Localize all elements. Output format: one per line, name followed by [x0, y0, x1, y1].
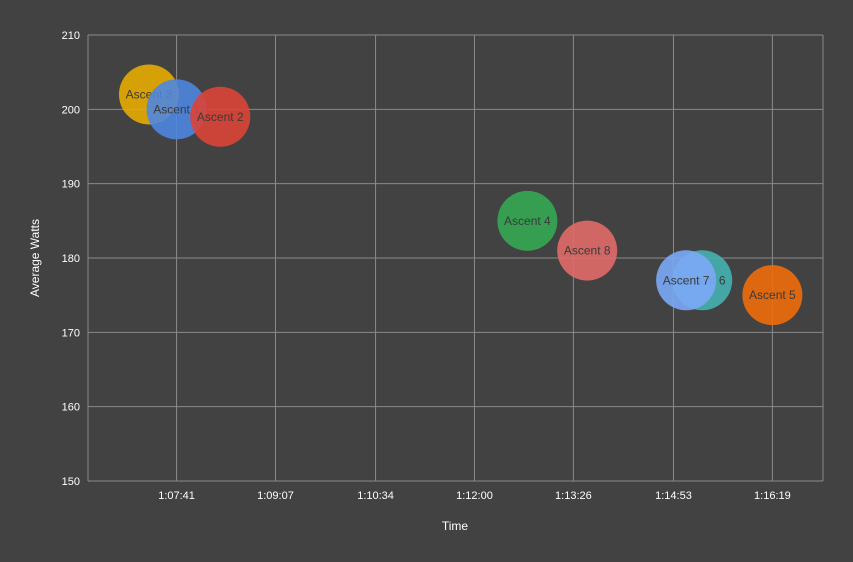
bubble-mark[interactable] [557, 220, 618, 281]
y-tick-label: 210 [62, 30, 80, 42]
y-tick-label: 200 [62, 104, 80, 116]
x-tick-label: 1:07:41 [158, 490, 195, 502]
y-tick-label: 190 [62, 179, 80, 191]
bubble-mark[interactable] [497, 190, 558, 251]
y-axis-title: Average Watts [28, 219, 42, 297]
bubble-point[interactable]: Ascent 5 [742, 265, 803, 326]
x-axis-title: Time [442, 519, 469, 533]
bubble-mark[interactable] [742, 265, 803, 326]
y-tick-label: 180 [62, 253, 80, 265]
bubble-label: Ascent 4 [504, 214, 551, 228]
bubble-mark[interactable] [656, 250, 717, 311]
x-tick-label: 1:13:26 [555, 490, 592, 502]
y-tick-label: 160 [62, 402, 80, 414]
y-tick-label: 170 [62, 327, 80, 339]
bubble-point[interactable]: Ascent 4 [497, 190, 558, 251]
bubble-label: Ascent 8 [564, 244, 611, 258]
x-tick-label: 1:09:07 [257, 490, 294, 502]
bubble-label: Ascent 7 [663, 273, 710, 287]
x-axis-tick-labels: 1:07:41 1:09:07 1:10:34 1:12:00 1:13:26 1:14:… [158, 490, 791, 502]
x-tick-label: 1:12:00 [456, 490, 493, 502]
y-axis-tick-labels: 150 160 170 180 190 200 210 [62, 30, 80, 488]
x-tick-label: 1:16:19 [754, 490, 791, 502]
bubble-label: Ascent 1 [153, 102, 200, 116]
bubble-point[interactable]: Ascent 7 [656, 250, 717, 311]
x-tick-label: 1:10:34 [357, 490, 394, 502]
bubble-point[interactable]: Ascent 2 [190, 86, 251, 147]
bubble-mark[interactable] [190, 86, 251, 147]
y-tick-label: 150 [62, 476, 80, 488]
bubble-point[interactable]: Ascent 8 [557, 220, 618, 281]
x-tick-label: 1:14:53 [655, 490, 692, 502]
bubble-label: Ascent 2 [197, 110, 244, 124]
bubble-label: Ascent 5 [749, 288, 796, 302]
